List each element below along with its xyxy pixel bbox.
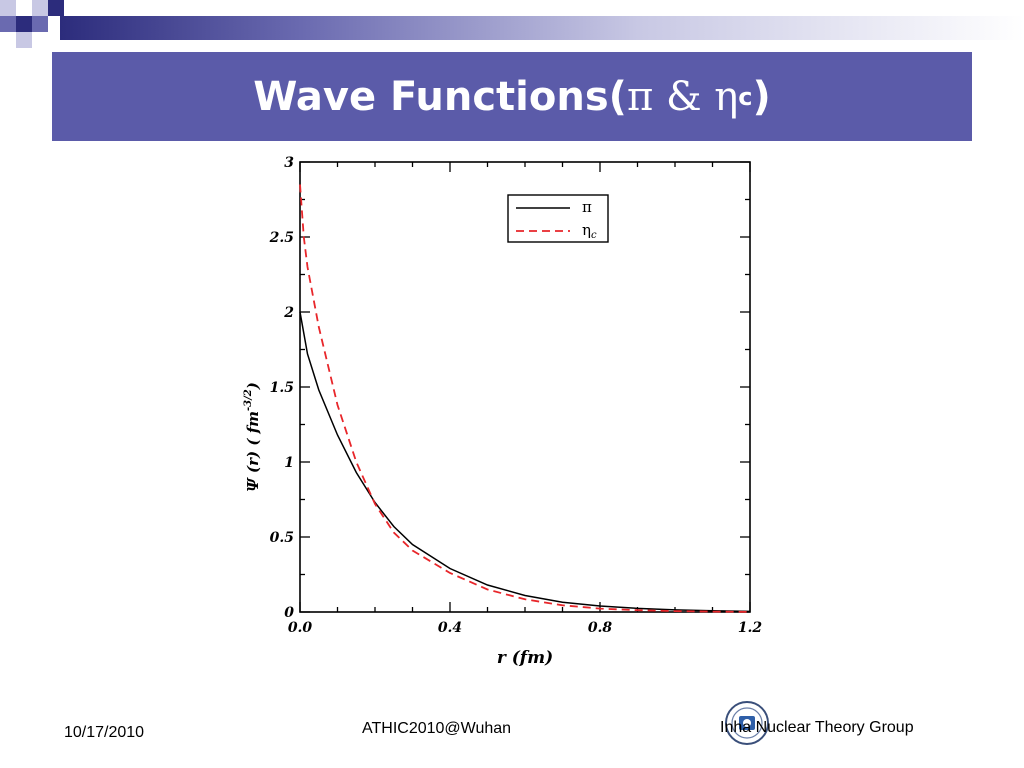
legend: π ηc bbox=[507, 194, 609, 243]
series-line-eta-c bbox=[299, 184, 751, 613]
footer-group: Inha Nuclear Theory Group bbox=[720, 719, 914, 736]
y-axis-label: Ψ (r) ( fm-3/2) bbox=[243, 382, 262, 492]
axes-layer: 0.0 0.4 0.8 1.2 0 0.5 1 1.5 2 2.5 3 bbox=[269, 155, 763, 636]
legend-label-pi: π bbox=[582, 198, 592, 216]
footer-event: ATHIC2010@Wuhan bbox=[362, 720, 512, 737]
footer-date: 10/17/2010 bbox=[64, 724, 145, 741]
title-eta: η bbox=[714, 73, 739, 120]
title-amp: & bbox=[653, 73, 715, 120]
x-tick-label: 1.2 bbox=[738, 620, 763, 636]
y-tick-label: 1.5 bbox=[270, 380, 294, 396]
title-close: ) bbox=[752, 73, 771, 120]
legend-box bbox=[507, 194, 609, 243]
title-band: Wave Functions(π & η c) bbox=[52, 52, 972, 141]
top-gradient-bar bbox=[60, 16, 1024, 40]
y-tick-label: 0.5 bbox=[270, 530, 294, 546]
legend-label-eta-c: ηc bbox=[582, 221, 597, 241]
slide-title: Wave Functions(π & η c) bbox=[52, 52, 972, 141]
x-tick-label: 0.8 bbox=[588, 620, 613, 636]
series-layer bbox=[299, 184, 751, 613]
title-pi: π bbox=[626, 73, 654, 120]
corner-decoration bbox=[0, 0, 64, 48]
y-tick-label: 2.5 bbox=[269, 230, 294, 246]
y-axis-label-group: Ψ (r) ( fm-3/2) bbox=[243, 382, 262, 492]
x-tick-label: 0.0 bbox=[288, 620, 313, 636]
title-main: Wave Functions( bbox=[253, 73, 627, 120]
y-tick-label: 3 bbox=[284, 155, 294, 171]
x-axis-label: r (fm) bbox=[497, 648, 553, 668]
y-tick-label: 1 bbox=[284, 455, 294, 471]
y-tick-label: 2 bbox=[283, 305, 294, 321]
x-tick-label: 0.4 bbox=[438, 620, 462, 636]
y-tick-label: 0 bbox=[284, 605, 294, 621]
wave-function-chart: 0.0 0.4 0.8 1.2 0 0.5 1 1.5 2 2.5 3 π ηc r (fm) Ψ … bbox=[243, 155, 763, 668]
university-seal-icon bbox=[725, 701, 769, 745]
title-sub: c bbox=[738, 82, 753, 111]
series-line-pi bbox=[299, 311, 751, 613]
